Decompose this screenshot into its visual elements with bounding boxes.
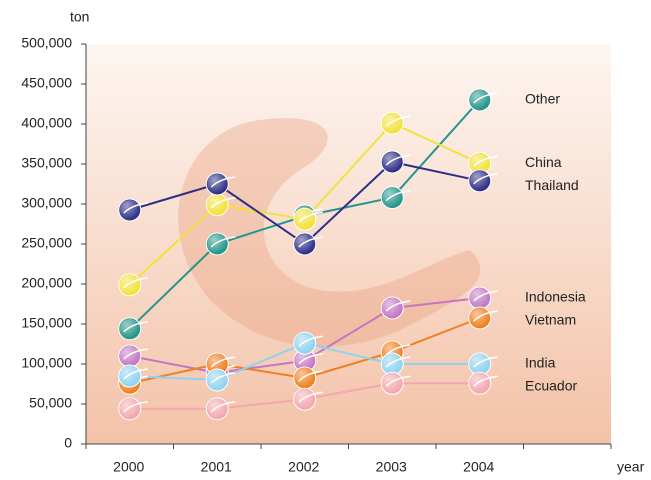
marker-shine bbox=[470, 354, 490, 374]
x-tick-label: 2001 bbox=[201, 459, 232, 475]
marker-shine bbox=[382, 152, 402, 172]
y-tick-label: 250,000 bbox=[21, 235, 72, 251]
y-tick-label: 0 bbox=[64, 435, 72, 451]
y-axis-label: ton bbox=[70, 9, 89, 25]
marker-shine bbox=[120, 366, 140, 386]
marker-shine bbox=[120, 346, 140, 366]
chart: ton year 0 50,000 100,000 150,000 200,000 250… bbox=[0, 0, 651, 480]
marker-shine bbox=[207, 195, 227, 215]
x-axis-label: year bbox=[617, 459, 645, 475]
y-tick-label: 400,000 bbox=[21, 115, 72, 131]
x-tick-label: 2002 bbox=[288, 459, 319, 475]
marker-shine bbox=[207, 174, 227, 194]
x-tick-label: 2004 bbox=[463, 459, 494, 475]
y-tick-label: 100,000 bbox=[21, 355, 72, 371]
y-tick-label: 200,000 bbox=[21, 275, 72, 291]
y-tick-label: 450,000 bbox=[21, 75, 72, 91]
marker-shine bbox=[470, 288, 490, 308]
marker-shine bbox=[382, 188, 402, 208]
marker-shine bbox=[207, 399, 227, 419]
legend-label: Vietnam bbox=[525, 312, 576, 328]
y-tick-label: 150,000 bbox=[21, 315, 72, 331]
marker-shine bbox=[470, 171, 490, 191]
marker-shine bbox=[207, 234, 227, 254]
marker-shine bbox=[295, 209, 315, 229]
marker-shine bbox=[382, 373, 402, 393]
legend-label: China bbox=[525, 154, 562, 170]
marker-shine bbox=[207, 370, 227, 390]
marker-shine bbox=[295, 333, 315, 353]
legend-label: Thailand bbox=[525, 177, 579, 193]
legend-label: India bbox=[525, 355, 556, 371]
y-tick-label: 300,000 bbox=[21, 195, 72, 211]
legend-label: Indonesia bbox=[525, 289, 586, 305]
marker-shine bbox=[382, 354, 402, 374]
x-tick-label: 2003 bbox=[376, 459, 407, 475]
y-tick-label: 500,000 bbox=[21, 35, 72, 51]
y-tick-label: 350,000 bbox=[21, 155, 72, 171]
marker-shine bbox=[382, 113, 402, 133]
marker-shine bbox=[470, 373, 490, 393]
legend-label: Other bbox=[525, 91, 560, 107]
marker-shine bbox=[120, 319, 140, 339]
marker-shine bbox=[382, 298, 402, 318]
legend-label: Ecuador bbox=[525, 378, 577, 394]
marker-shine bbox=[120, 200, 140, 220]
x-tick-label: 2000 bbox=[113, 459, 144, 475]
marker-shine bbox=[295, 368, 315, 388]
marker-shine bbox=[295, 234, 315, 254]
marker-shine bbox=[470, 308, 490, 328]
marker-shine bbox=[295, 389, 315, 409]
marker-shine bbox=[470, 90, 490, 110]
y-tick-label: 50,000 bbox=[29, 395, 72, 411]
marker-shine bbox=[120, 399, 140, 419]
marker-shine bbox=[120, 275, 140, 295]
